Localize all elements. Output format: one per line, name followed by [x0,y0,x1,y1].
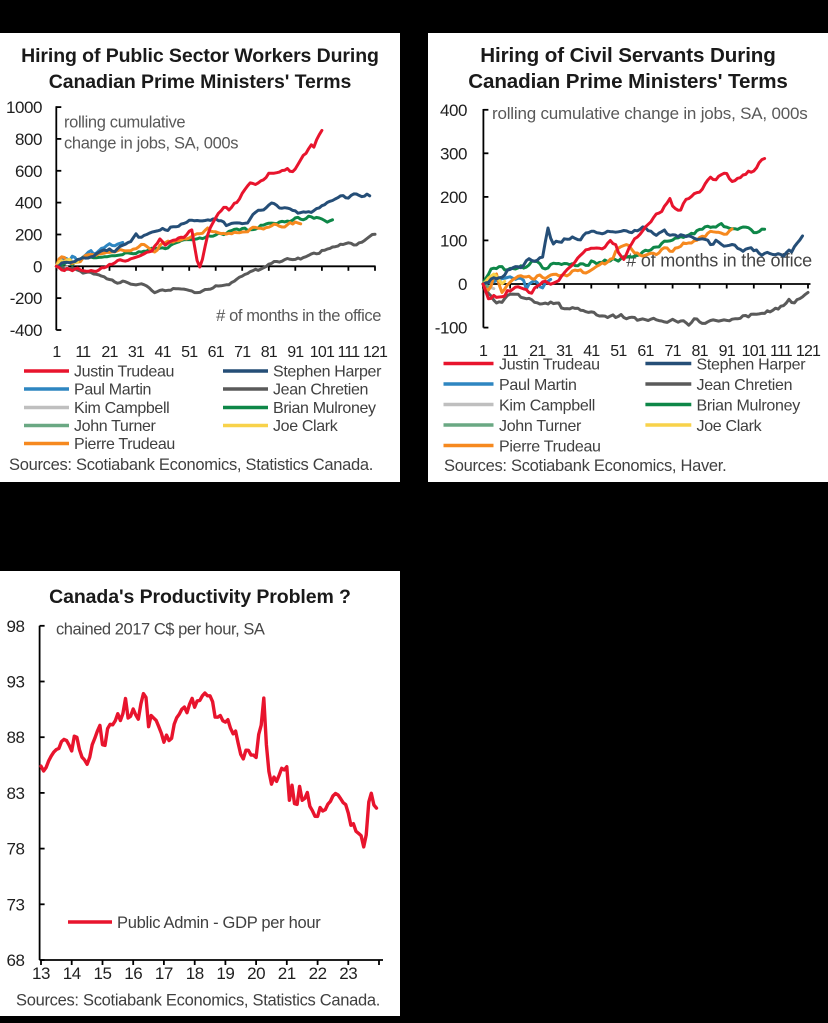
svg-text:61: 61 [208,344,225,361]
svg-text:-400: -400 [10,321,42,340]
svg-text:21: 21 [101,344,118,361]
svg-text:0: 0 [458,275,467,294]
svg-text:Hiring of Civil Servants Durin: Hiring of Civil Servants During [480,44,776,67]
svg-text:Kim Campbell: Kim Campbell [499,398,595,415]
svg-text:21: 21 [529,343,546,360]
svg-text:Paul Martin: Paul Martin [499,377,577,394]
svg-text:41: 41 [154,344,171,361]
svg-text:11: 11 [503,343,519,360]
svg-text:15: 15 [93,964,111,983]
svg-text:111: 111 [770,343,793,360]
svg-text:Pierre Trudeau: Pierre Trudeau [74,436,175,453]
svg-text:31: 31 [556,343,573,360]
svg-text:20: 20 [247,964,265,983]
svg-text:73: 73 [6,895,24,914]
svg-text:rolling cumulative change in j: rolling cumulative change in jobs, SA, 0… [492,104,808,123]
svg-text:rolling cumulative: rolling cumulative [64,114,185,132]
svg-text:83: 83 [6,784,24,803]
svg-text:600: 600 [15,162,42,181]
svg-text:1000: 1000 [6,98,42,117]
svg-text:31: 31 [128,344,145,361]
svg-text:100: 100 [440,231,467,250]
svg-text:22: 22 [309,964,327,983]
svg-text:chained 2017 C$ per hour, SA: chained 2017 C$ per hour, SA [56,621,265,639]
svg-text:Sources: Scotiabank Economics,: Sources: Scotiabank Economics, Statistic… [9,456,373,474]
svg-text:61: 61 [637,343,654,360]
svg-text:800: 800 [15,130,42,149]
svg-text:Canada's Productivity Problem: Canada's Productivity Problem ? [49,586,351,608]
svg-text:Pierre Trudeau: Pierre Trudeau [499,439,601,456]
svg-text:-100: -100 [435,319,467,338]
svg-text:-200: -200 [10,289,42,308]
svg-text:101: 101 [310,344,335,361]
svg-text:1: 1 [52,344,61,361]
svg-text:91: 91 [287,344,304,361]
svg-text:51: 51 [181,344,198,361]
svg-text:51: 51 [610,343,627,360]
svg-text:John Turner: John Turner [74,418,157,435]
svg-text:81: 81 [261,344,278,361]
svg-text:Brian Mulroney: Brian Mulroney [273,400,376,417]
svg-text:17: 17 [155,964,173,983]
svg-text:71: 71 [664,343,681,360]
svg-text:19: 19 [216,964,234,983]
svg-text:200: 200 [15,226,42,245]
svg-text:Joe Clark: Joe Clark [697,418,763,435]
svg-text:Public Admin - GDP per hour: Public Admin - GDP per hour [117,914,321,932]
svg-text:Joe Clark: Joe Clark [273,418,339,435]
svg-text:Paul Martin: Paul Martin [74,382,151,399]
svg-text:Brian Mulroney: Brian Mulroney [697,398,801,415]
svg-text:Justin Trudeau: Justin Trudeau [499,357,600,374]
svg-text:change in jobs, SA, 000s: change in jobs, SA, 000s [64,135,238,153]
svg-text:Sources: Scotiabank Economics,: Sources: Scotiabank Economics, Statistic… [16,992,380,1010]
svg-text:Canadian Prime Ministers' Term: Canadian Prime Ministers' Terms [49,71,352,93]
svg-text:Hiring of Public Sector Worker: Hiring of Public Sector Workers During [21,45,379,67]
svg-text:21: 21 [278,964,296,983]
svg-text:Kim Campbell: Kim Campbell [74,400,169,417]
svg-text:111: 111 [337,344,360,361]
svg-text:71: 71 [234,344,251,361]
svg-text:14: 14 [63,964,81,983]
svg-text:Jean Chretien: Jean Chretien [273,382,368,399]
svg-text:93: 93 [6,673,24,692]
svg-text:300: 300 [440,144,467,163]
svg-text:13: 13 [32,964,50,983]
svg-text:81: 81 [691,343,708,360]
svg-text:91: 91 [719,343,736,360]
svg-text:121: 121 [796,343,821,360]
svg-text:41: 41 [583,343,600,360]
svg-text:200: 200 [440,188,467,207]
svg-text:0: 0 [33,257,42,276]
svg-text:# of months in the office: # of months in the office [216,307,381,325]
svg-text:# of months in the office: # of months in the office [626,251,812,271]
svg-text:98: 98 [6,617,24,636]
svg-text:Jean Chretien: Jean Chretien [697,377,793,394]
svg-text:16: 16 [124,964,142,983]
svg-text:Stephen Harper: Stephen Harper [273,364,382,381]
svg-text:101: 101 [742,343,767,360]
svg-text:78: 78 [6,840,24,859]
svg-text:Justin Trudeau: Justin Trudeau [74,364,174,381]
svg-text:11: 11 [75,344,91,361]
svg-text:400: 400 [440,101,467,120]
svg-text:Sources: Scotiabank Economics,: Sources: Scotiabank Economics, Haver. [444,457,726,475]
svg-text:18: 18 [186,964,204,983]
svg-text:Stephen Harper: Stephen Harper [697,357,807,374]
svg-text:400: 400 [15,194,42,213]
svg-text:88: 88 [6,728,24,747]
svg-text:1: 1 [479,343,488,360]
svg-text:Canadian Prime Ministers' Term: Canadian Prime Ministers' Terms [468,70,788,93]
svg-text:68: 68 [6,951,24,970]
svg-text:John Turner: John Turner [499,418,582,435]
svg-text:121: 121 [363,344,388,361]
svg-text:23: 23 [339,964,357,983]
